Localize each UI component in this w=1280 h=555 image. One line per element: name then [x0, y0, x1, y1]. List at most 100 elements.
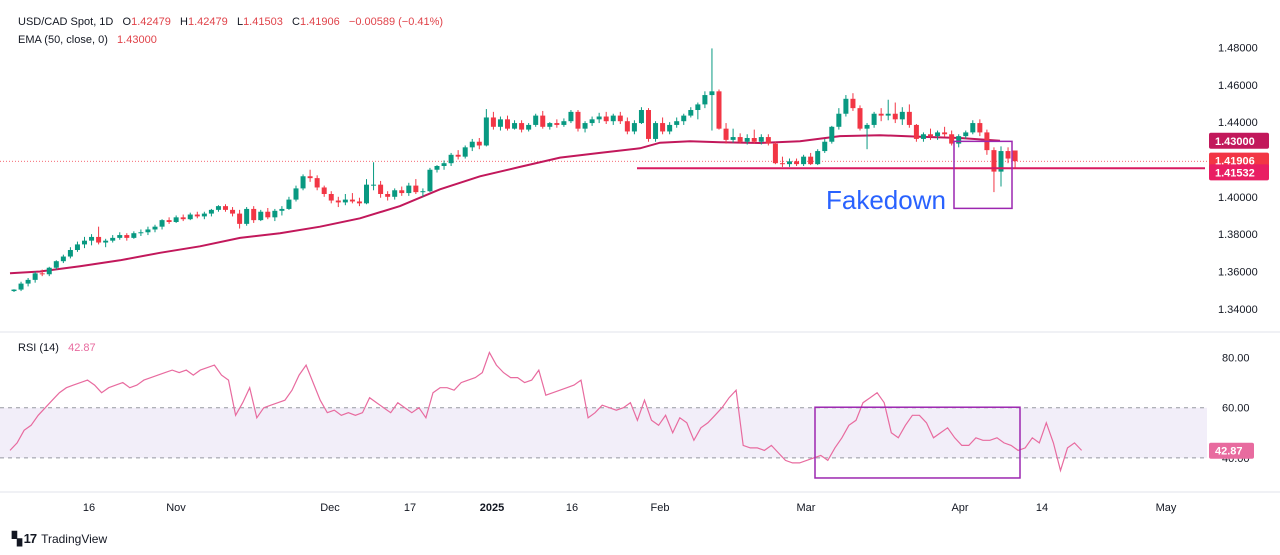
candle-body: [110, 237, 116, 241]
rsi-label: RSI (14): [18, 342, 59, 354]
ema-line: [9, 134, 1001, 275]
candle-body: [406, 185, 412, 194]
ema-label: EMA (50, close, 0): [18, 34, 108, 46]
candle-body: [455, 154, 461, 157]
candle-body: [152, 226, 158, 230]
price-tick-label: 1.48000: [1218, 42, 1258, 54]
candle-body: [836, 113, 842, 127]
candle-body: [998, 151, 1004, 172]
candle-body: [956, 136, 962, 144]
candle-body: [328, 194, 334, 201]
candle-body: [469, 141, 475, 148]
change-value: −0.00589 (−0.41%): [348, 16, 444, 28]
candle-body: [103, 240, 109, 243]
candle-body: [815, 151, 821, 165]
candle-body: [935, 132, 941, 137]
candle-body: [991, 150, 997, 172]
time-tick-label: Dec: [320, 502, 340, 514]
candle-body: [434, 166, 440, 170]
ema-legend: EMA (50, close, 0) 1.43000: [18, 34, 157, 46]
candle-body: [166, 220, 172, 222]
candle-body: [547, 123, 553, 127]
candle-body: [89, 236, 95, 241]
candle-body: [751, 138, 757, 142]
candle-body: [251, 208, 257, 221]
open-value: 1.42479: [131, 16, 171, 28]
candle-body: [82, 240, 87, 245]
high-value: 1.42479: [188, 16, 228, 28]
candle-body: [667, 124, 673, 132]
candle-body: [215, 206, 221, 210]
candle-body: [194, 214, 200, 217]
candle-body: [653, 123, 659, 139]
candle-body: [293, 188, 299, 200]
candle-body: [356, 201, 362, 204]
candle-body: [74, 244, 80, 250]
tradingview-logo[interactable]: ▚ 17 TradingView: [12, 531, 107, 547]
candle-body: [688, 110, 694, 116]
time-tick-label: Feb: [651, 502, 670, 514]
candle-body: [723, 128, 729, 140]
candle-body: [885, 113, 891, 116]
candle-body: [730, 137, 736, 140]
candle-body: [1005, 151, 1011, 159]
ema-value: 1.43000: [117, 34, 157, 46]
candle-body: [173, 217, 179, 222]
time-tick-label: 16: [83, 502, 95, 514]
high-label: H: [180, 16, 188, 28]
price-tick-label: 1.36000: [1218, 266, 1258, 278]
candle-body: [96, 236, 102, 243]
candle-body: [857, 108, 863, 129]
support-price-tag: 1.41532: [1215, 167, 1255, 179]
candle-body: [321, 187, 327, 194]
candle-body: [610, 115, 616, 122]
time-tick-label: May: [1156, 502, 1177, 514]
candle-body: [638, 110, 644, 124]
candle-body: [201, 213, 207, 217]
candle-body: [46, 267, 52, 275]
candle-body: [899, 111, 905, 120]
price-tick-label: 1.40000: [1218, 192, 1258, 204]
candle-body: [483, 117, 489, 146]
candle-body: [787, 161, 792, 165]
time-tick-label: Apr: [951, 502, 968, 514]
rsi-value: 42.87: [68, 342, 96, 354]
candle-body: [737, 137, 743, 142]
candle-body: [349, 199, 355, 202]
candle-body: [138, 232, 144, 234]
candle-body: [920, 134, 926, 139]
candle-body: [949, 134, 955, 144]
candle-body: [60, 256, 66, 262]
candle-body: [674, 121, 680, 125]
candle-body: [364, 184, 369, 204]
candle-body: [342, 199, 348, 203]
candle-body: [596, 116, 602, 120]
candle-body: [589, 119, 595, 124]
candle-body: [279, 208, 285, 211]
candle-body: [631, 123, 637, 132]
candle-body: [413, 185, 419, 193]
rsi-box: [814, 406, 1021, 479]
candle-body: [582, 123, 588, 129]
candle-body: [124, 235, 130, 238]
candle-body: [427, 169, 433, 192]
candle-body: [540, 115, 546, 127]
symbol-label: USD/CAD Spot, 1D: [18, 16, 114, 28]
candle-body: [892, 113, 898, 120]
candle-body: [490, 117, 496, 127]
candle-body: [554, 123, 560, 125]
candle-body: [878, 113, 884, 116]
candle-body: [39, 273, 45, 275]
candle-body: [772, 143, 778, 164]
candle-body: [758, 137, 764, 142]
candle-body: [646, 110, 651, 139]
candle-body: [420, 191, 426, 193]
candle-body: [237, 213, 243, 224]
candle-body: [53, 261, 59, 268]
candle-body: [765, 137, 771, 144]
close-value: 1.41906: [299, 16, 340, 28]
candle-body: [624, 121, 630, 132]
candle-body: [660, 123, 666, 132]
candle-body: [314, 178, 320, 188]
